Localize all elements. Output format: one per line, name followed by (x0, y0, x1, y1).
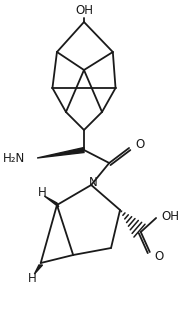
Text: O: O (135, 138, 145, 151)
Text: H₂N: H₂N (3, 151, 25, 165)
Text: H: H (28, 271, 37, 284)
Text: O: O (154, 251, 164, 264)
Text: OH: OH (161, 210, 179, 222)
Polygon shape (44, 196, 59, 207)
Text: OH: OH (75, 3, 93, 16)
Polygon shape (37, 148, 84, 158)
Polygon shape (34, 265, 42, 274)
Text: H: H (38, 185, 47, 198)
Text: N: N (89, 177, 97, 190)
